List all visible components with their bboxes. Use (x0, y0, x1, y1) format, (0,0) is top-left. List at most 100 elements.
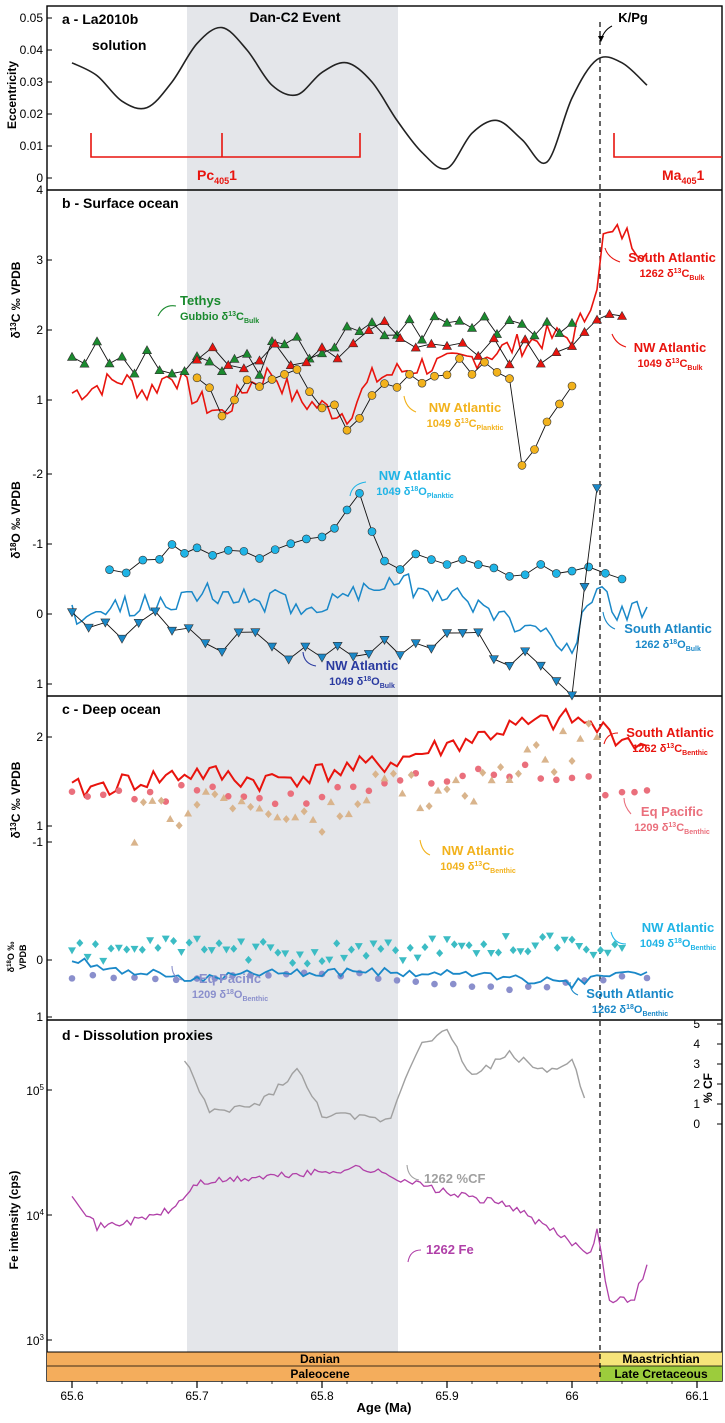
nwa-d18o-benthic-point (76, 939, 84, 948)
nwa-d18o-planktic-point (317, 532, 327, 542)
tethys-d13c-point (116, 351, 128, 361)
y-tick-label: 0 (36, 607, 43, 621)
panel-d-ylabel-right: % CF (701, 1073, 715, 1103)
nwa-d18o-bulk-point (332, 641, 343, 651)
label-arrow (403, 395, 417, 413)
panel-d-title: d - Dissolution proxies (62, 1027, 213, 1043)
nwa-d18o-planktic-point (255, 554, 264, 563)
nwa-d18o-benthic-point (123, 945, 131, 954)
panel-b-ylabel-d13c: δ13C ‰ VPDB (9, 261, 23, 338)
nwa-d13c-planktic-point (392, 383, 402, 392)
y-tick-label: 2 (36, 730, 43, 744)
eqp-d13c-benthic-point (568, 774, 576, 782)
nwa-d18o-benthic-point (560, 936, 569, 944)
ma405-bracket (613, 133, 722, 158)
y-tick-label: 0 (693, 1117, 700, 1131)
eqp-d13c-benthic-point (618, 788, 626, 796)
nwa-d13c-benthic-point (354, 800, 362, 809)
nwa-d18o-benthic-point (289, 958, 297, 967)
tethys-d13c-point (416, 334, 428, 344)
nwa-d13c-bulk-point (551, 347, 562, 357)
eqp-d18o-benthic-point (68, 975, 76, 982)
y-tick-label: 3 (36, 253, 43, 267)
nwa-d13c-benthic-point (139, 798, 147, 807)
tethys-d13c-point (566, 317, 578, 327)
nwa-d13c-benthic-point (282, 815, 290, 824)
nwa-d18o-benthic-point (83, 953, 92, 961)
nwa-d18o-benthic-point (516, 948, 525, 956)
nwa-d18o-planktic-point (355, 488, 364, 498)
label-sa-d13c-benthic-line1: South Atlantic (626, 725, 714, 740)
nwa-d18o-planktic-point (473, 560, 483, 569)
nwa-d13c-benthic-point (300, 807, 308, 816)
nwa-d18o-benthic-point (472, 950, 481, 958)
nwa-d13c-benthic-point (175, 821, 183, 830)
nwa-d13c-bulk-point (285, 360, 296, 369)
nwa-d13c-bulk-point (316, 342, 328, 352)
x-tick-label: 66.1 (685, 1389, 709, 1403)
nwa-d18o-benthic-point (281, 950, 290, 958)
nwa-d18o-planktic-point (121, 568, 131, 578)
y-tick-label: 5 (693, 1017, 700, 1031)
stage-danian-label: Danian (300, 1352, 340, 1366)
nwa-d18o-bulk-point (379, 636, 390, 645)
eqp-d13c-benthic-point (224, 792, 232, 800)
nwa-d13c-planktic-point (480, 357, 489, 367)
label-eqp-d18o-benthic-line1: Eq Pacific (199, 971, 261, 986)
nwa-d13c-bulk-point (254, 355, 265, 365)
nwa-d18o-planktic-point (601, 568, 610, 578)
nwa-d18o-benthic-point (161, 935, 170, 943)
nwa-d18o-bulk-point (116, 634, 128, 644)
nwa-d18o-benthic-point (318, 957, 326, 966)
tethys-d13c-point (354, 326, 365, 336)
nwa-d13c-bulk-point (520, 334, 531, 344)
nwa-d13c-benthic-point (398, 789, 407, 797)
nwa-d18o-benthic-point (200, 945, 208, 954)
y-tick-label: 4 (36, 183, 43, 197)
nwa-d18o-planktic-point (380, 556, 389, 566)
nwa-d13c-benthic-point (389, 769, 397, 778)
epoch-late-cretaceous-label: Late Cretaceous (614, 1367, 708, 1381)
nwa-d18o-benthic-point (545, 932, 554, 940)
nwa-d18o-bulk-point (233, 628, 244, 638)
nwa-d13c-planktic-point (542, 417, 552, 427)
nwa-d18o-benthic-point (114, 944, 123, 952)
tethys-d13c-point (254, 369, 265, 379)
nwa-d18o-bulk-line (71, 487, 598, 697)
nwa-d18o-benthic-point (582, 945, 590, 954)
eqp-d18o-benthic-point (193, 975, 201, 982)
nwa-d13c-benthic-point (380, 774, 389, 782)
tethys-d13c-point (529, 330, 540, 340)
eqp-d13c-benthic-point (68, 788, 76, 796)
nwa-d18o-benthic-point (310, 949, 319, 957)
nwa-d18o-bulk-point (283, 655, 294, 665)
label-arrow (610, 931, 627, 945)
label-nwa-d13c-bulk-line2: 1049 δ13CBulk (637, 358, 702, 372)
nwa-d13c-bulk-point (488, 333, 499, 343)
tethys-d13c-point (79, 358, 90, 368)
label-tethys-line2: Gubbio δ13CBulk (180, 311, 259, 325)
nwa-d18o-planktic-point (286, 539, 296, 548)
nwa-d18o-benthic-point (494, 948, 502, 957)
nwa-d13c-bulk-point (207, 342, 218, 352)
south-atlantic-d18o-bulk-line (71, 572, 648, 655)
epoch-paleocene-bar (47, 1366, 600, 1381)
nwa-d18o-benthic-point (274, 948, 282, 957)
tethys-d13c-point (141, 345, 153, 355)
nwa-d13c-bulk-point (579, 326, 590, 336)
y-tick-label: 0 (36, 171, 43, 185)
nwa-d18o-bulk-point (83, 623, 94, 633)
label-nwa-d13c-planktic-line1: NW Atlantic (429, 400, 501, 415)
label-tethys-line1: Tethys (180, 293, 221, 308)
label-nwa-d18o-bulk-line2: 1049 δ18OBulk (329, 676, 395, 690)
kpg-label: K/Pg (618, 10, 648, 25)
panel-a-ylabel: Eccentricity (5, 61, 19, 129)
nwa-d13c-benthic-point (362, 796, 371, 804)
x-tick-label: 65.7 (185, 1389, 209, 1403)
cf-percent-line (183, 1028, 586, 1123)
eqp-d13c-benthic-point (84, 793, 91, 800)
nwa-d13c-planktic-point (467, 370, 477, 379)
tethys-d13c-point (179, 366, 190, 376)
nwa-d18o-planktic-point (138, 555, 148, 565)
